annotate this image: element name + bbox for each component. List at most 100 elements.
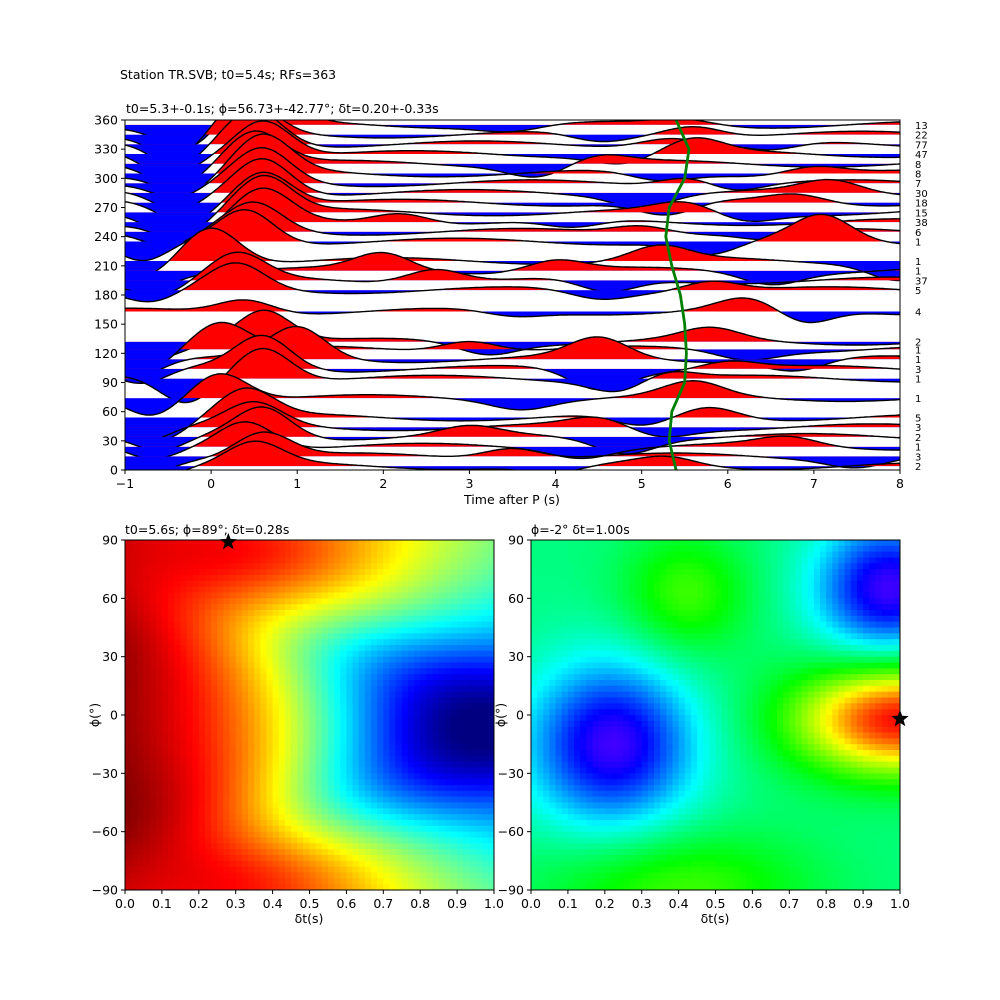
heatmap-cell xyxy=(623,715,630,722)
map-x-tick-label: 0.8 xyxy=(410,896,430,911)
heatmap-cell xyxy=(168,545,175,553)
heatmap-cell xyxy=(438,790,446,798)
heatmap-cell xyxy=(450,796,458,803)
rf-panel-title: t0=5.3+-0.1s; ϕ=56.73+-42.77°; δt=0.20+-… xyxy=(126,101,439,116)
heatmap-cell xyxy=(346,715,353,722)
heatmap-cell xyxy=(432,831,440,838)
heatmap-cell xyxy=(303,767,310,774)
heatmap-cell xyxy=(248,650,255,658)
rf-trace-count: 37 xyxy=(915,276,928,287)
heatmap-cell xyxy=(407,598,415,605)
heatmap-cell xyxy=(537,761,544,768)
heatmap-cell xyxy=(174,615,181,623)
heatmap-cell xyxy=(254,872,261,879)
heatmap-cell xyxy=(481,755,489,763)
heatmap-cell xyxy=(217,855,224,862)
heatmap-cell xyxy=(641,849,649,856)
heatmap-cell xyxy=(561,872,569,879)
heatmap-cell xyxy=(327,738,335,745)
heatmap-cell xyxy=(143,557,150,564)
heatmap-cell xyxy=(272,843,280,850)
heatmap-cell xyxy=(420,849,427,856)
heatmap-cell xyxy=(414,761,421,768)
heatmap-cell xyxy=(457,796,464,803)
heatmap-cell xyxy=(438,680,446,687)
rf-trace-count: 1 xyxy=(915,238,921,249)
heatmap-cell xyxy=(204,709,212,716)
heatmap-cell xyxy=(272,802,280,809)
heatmap-cell xyxy=(315,814,323,821)
heatmap-cell xyxy=(629,878,636,885)
heatmap-cell xyxy=(407,645,415,652)
rf-trace-fill-negative xyxy=(125,456,900,470)
heatmap-cell xyxy=(309,773,317,780)
heatmap-cell xyxy=(223,569,230,576)
heatmap-cell xyxy=(389,575,396,582)
heatmap-cell xyxy=(401,604,409,611)
heatmap-cell xyxy=(272,750,280,757)
heatmap-cell xyxy=(463,645,470,652)
heatmap-cell xyxy=(549,569,556,576)
heatmap-cell xyxy=(309,732,317,739)
heatmap-cell xyxy=(371,691,378,698)
heatmap-cell xyxy=(241,884,249,891)
heatmap-cell xyxy=(254,656,261,663)
heatmap-cell xyxy=(457,720,464,728)
heatmap-cell xyxy=(340,709,347,716)
heatmap-cell xyxy=(358,750,366,757)
heatmap-cell xyxy=(278,685,286,693)
heatmap-cell xyxy=(278,779,286,786)
heatmap-cell xyxy=(358,691,366,698)
heatmap-cell xyxy=(278,575,286,582)
heatmap-cell xyxy=(487,866,495,873)
heatmap-cell xyxy=(198,849,206,856)
heatmap-cell xyxy=(420,726,427,733)
heatmap-cell xyxy=(623,697,630,704)
heatmap-cell xyxy=(352,575,360,582)
heatmap-cell xyxy=(211,773,218,780)
heatmap-cell xyxy=(297,855,304,862)
heatmap-cell xyxy=(161,645,169,652)
heatmap-cell xyxy=(334,750,341,757)
heatmap-cell xyxy=(131,814,138,821)
heatmap-cell xyxy=(204,621,212,628)
heatmap-cell xyxy=(481,849,489,856)
heatmap-cell xyxy=(254,726,261,733)
heatmap-cell xyxy=(297,569,304,576)
heatmap-cell xyxy=(377,796,384,803)
heatmap-cell xyxy=(377,837,384,844)
heatmap-cell xyxy=(278,744,286,751)
heatmap-cell xyxy=(407,691,415,698)
heatmap-cell xyxy=(420,814,427,821)
rf-y-tick-label: 90 xyxy=(102,375,118,390)
heatmap-cell xyxy=(592,715,600,722)
heatmap-cell xyxy=(266,551,273,558)
heatmap-cell xyxy=(623,639,630,646)
heatmap-cell xyxy=(155,814,163,821)
heatmap-cell xyxy=(334,615,341,623)
heatmap-cell xyxy=(198,843,206,850)
heatmap-cell xyxy=(450,825,458,833)
heatmap-cell xyxy=(617,755,624,763)
heatmap-cell xyxy=(204,680,212,687)
heatmap-cell xyxy=(457,843,464,850)
heatmap-cell xyxy=(168,580,175,588)
heatmap-cell xyxy=(444,639,452,646)
heatmap-cell xyxy=(186,674,194,681)
heatmap-cell xyxy=(211,825,218,833)
heatmap-cell xyxy=(192,551,200,558)
heatmap-cell xyxy=(395,744,403,751)
heatmap-cell xyxy=(266,802,273,809)
heatmap-cell xyxy=(641,884,649,891)
heatmap-cell xyxy=(641,878,649,885)
heatmap-cell xyxy=(617,592,624,599)
heatmap-cell xyxy=(555,761,563,768)
heatmap-cell xyxy=(303,545,310,553)
heatmap-cell xyxy=(364,569,372,576)
heatmap-cell xyxy=(635,802,643,809)
heatmap-cell xyxy=(487,639,495,646)
heatmap-cell xyxy=(204,674,212,681)
heatmap-cell xyxy=(192,802,200,809)
heatmap-cell xyxy=(180,744,187,751)
heatmap-cell xyxy=(266,732,273,739)
